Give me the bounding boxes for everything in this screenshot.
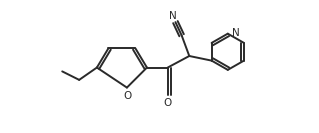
Text: O: O [164,98,172,108]
Text: N: N [232,28,239,38]
Text: N: N [169,11,177,21]
Text: O: O [123,91,132,101]
